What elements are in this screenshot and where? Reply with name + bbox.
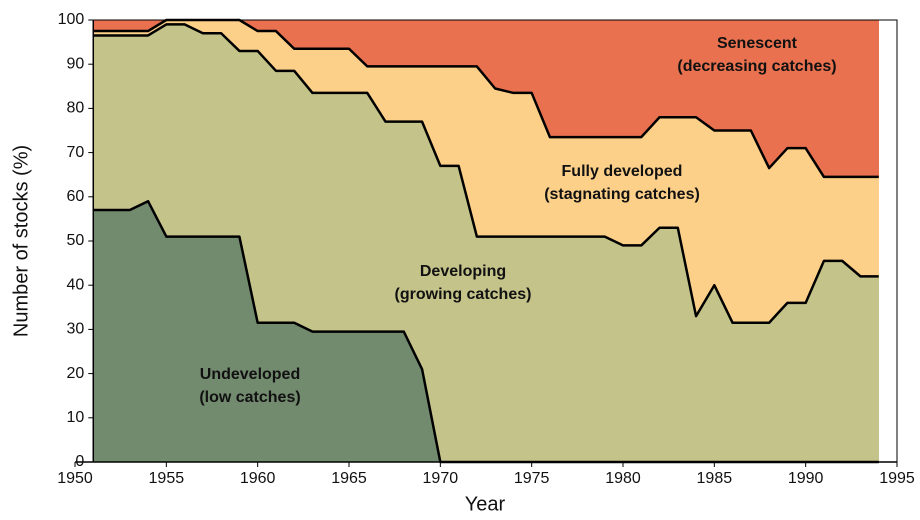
series-description: (growing catches) <box>395 286 532 303</box>
y-tick-label: 80 <box>66 100 84 117</box>
x-tick-label: 1960 <box>240 470 276 487</box>
boundary-line <box>93 23 879 325</box>
y-tick-label: 90 <box>66 55 84 72</box>
series-description: (low catches) <box>199 389 300 406</box>
x-tick-label: 1955 <box>149 470 185 487</box>
plot-frame <box>93 19 898 462</box>
y-tick-label: 30 <box>66 321 84 338</box>
x-tick-label: 1970 <box>423 470 459 487</box>
x-tick-label: 1995 <box>879 470 915 487</box>
x-tick-label: 1985 <box>697 470 733 487</box>
x-axis-title: Year <box>465 493 506 515</box>
x-tick-label: 1965 <box>331 470 367 487</box>
y-tick-label: 0 <box>75 453 84 470</box>
y-tick-label: 10 <box>66 409 84 426</box>
series-description: (stagnating catches) <box>544 186 700 203</box>
x-tick-label: 1980 <box>605 470 641 487</box>
y-tick-label: 50 <box>66 232 84 249</box>
series-label: Senescent <box>717 35 798 52</box>
x-tick-label: 1950 <box>57 470 93 487</box>
y-tick-label: 60 <box>66 188 84 205</box>
y-axis-title: Number of stocks (%) <box>10 145 32 337</box>
y-tick-label: 40 <box>66 276 84 293</box>
series-description: (decreasing catches) <box>677 58 836 75</box>
y-tick-label: 100 <box>58 11 85 28</box>
series-label: Fully developed <box>562 163 683 180</box>
x-tick-label: 1975 <box>514 470 550 487</box>
y-tick-label: 20 <box>66 365 84 382</box>
series-label: Developing <box>420 263 506 280</box>
x-tick-label: 1990 <box>788 470 824 487</box>
y-tick-label: 70 <box>66 144 84 161</box>
series-label: Undeveloped <box>200 366 300 383</box>
